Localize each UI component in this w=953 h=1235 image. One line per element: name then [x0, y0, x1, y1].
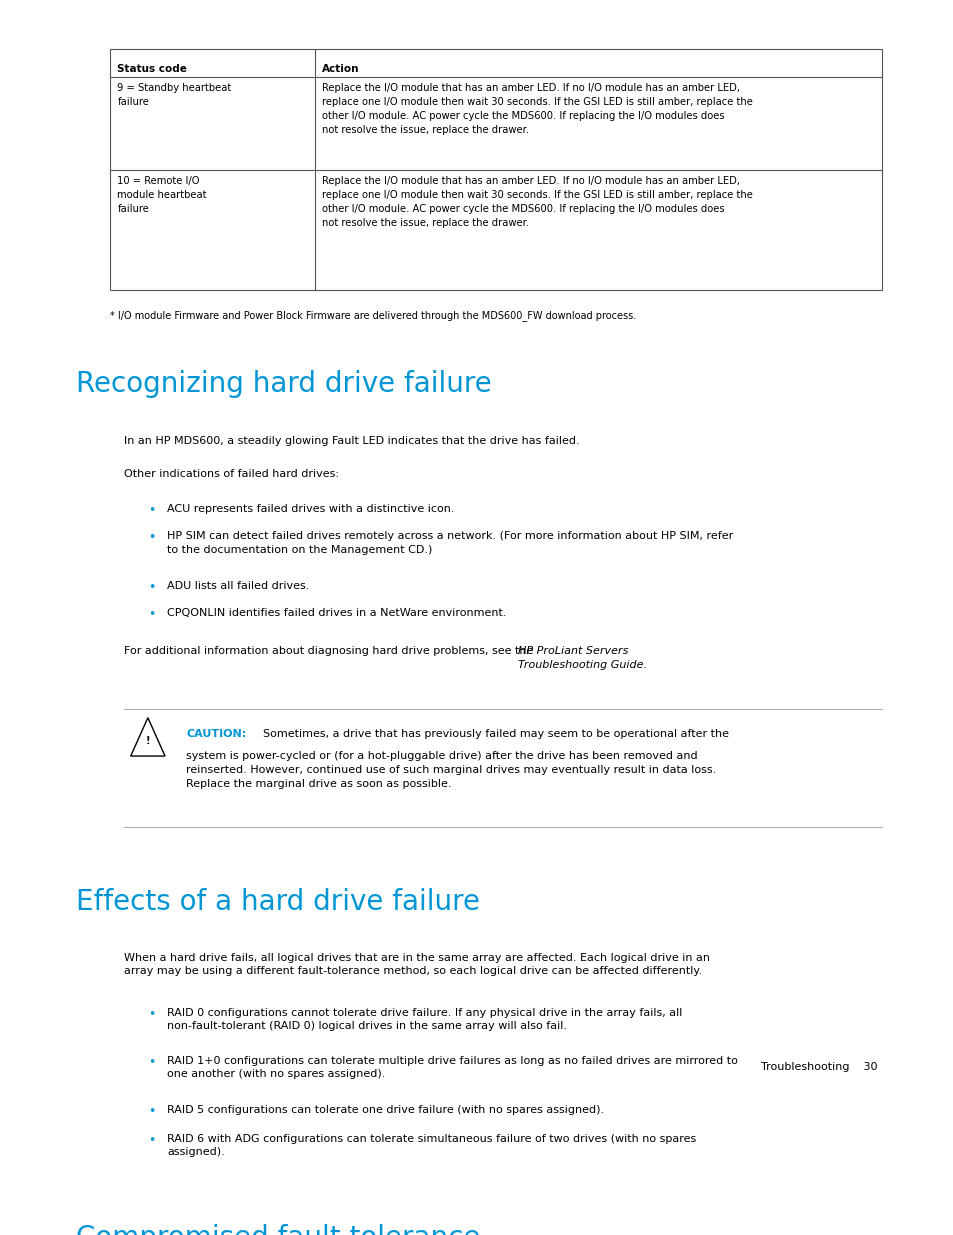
Text: Replace the I/O module that has an amber LED. If no I/O module has an amber LED,: Replace the I/O module that has an amber… [322, 83, 753, 136]
Bar [110, 49, 882, 290]
Text: •: • [148, 1104, 155, 1118]
Text: •: • [148, 1008, 155, 1021]
Text: •: • [148, 1056, 155, 1070]
Text: Compromised fault tolerance: Compromised fault tolerance [76, 1224, 480, 1235]
Text: •: • [148, 580, 155, 594]
Text: 10 = Remote I/O
module heartbeat
failure: 10 = Remote I/O module heartbeat failure [117, 177, 207, 215]
Text: In an HP MDS600, a steadily glowing Fault LED indicates that the drive has faile: In an HP MDS600, a steadily glowing Faul… [124, 436, 579, 446]
Text: HP SIM can detect failed drives remotely across a network. (For more information: HP SIM can detect failed drives remotely… [167, 531, 733, 555]
Text: ADU lists all failed drives.: ADU lists all failed drives. [167, 580, 309, 590]
Text: * I/O module Firmware and Power Block Firmware are delivered through the MDS600_: * I/O module Firmware and Power Block Fi… [110, 310, 636, 321]
Text: 9 = Standby heartbeat
failure: 9 = Standby heartbeat failure [117, 83, 232, 107]
Text: ACU represents failed drives with a distinctive icon.: ACU represents failed drives with a dist… [167, 504, 454, 514]
Text: RAID 6 with ADG configurations can tolerate simultaneous failure of two drives (: RAID 6 with ADG configurations can toler… [167, 1134, 696, 1157]
Text: Effects of a hard drive failure: Effects of a hard drive failure [76, 888, 479, 915]
Text: Other indications of failed hard drives:: Other indications of failed hard drives: [124, 469, 338, 479]
Text: For additional information about diagnosing hard drive problems, see the: For additional information about diagnos… [124, 646, 537, 657]
Text: •: • [148, 504, 155, 517]
Text: CPQONLIN identifies failed drives in a NetWare environment.: CPQONLIN identifies failed drives in a N… [167, 608, 506, 619]
Text: Action: Action [322, 63, 359, 74]
Text: system is power-cycled or (for a hot-pluggable drive) after the drive has been r: system is power-cycled or (for a hot-plu… [186, 751, 716, 789]
Text: RAID 1+0 configurations can tolerate multiple drive failures as long as no faile: RAID 1+0 configurations can tolerate mul… [167, 1056, 737, 1079]
Text: !: ! [146, 736, 150, 746]
Text: •: • [148, 1134, 155, 1147]
Text: HP ProLiant Servers
Troubleshooting Guide.: HP ProLiant Servers Troubleshooting Guid… [517, 646, 646, 669]
Text: Troubleshooting    30: Troubleshooting 30 [760, 1062, 877, 1072]
Text: RAID 0 configurations cannot tolerate drive failure. If any physical drive in th: RAID 0 configurations cannot tolerate dr… [167, 1008, 681, 1031]
Text: When a hard drive fails, all logical drives that are in the same array are affec: When a hard drive fails, all logical dri… [124, 953, 709, 977]
Text: •: • [148, 608, 155, 621]
Text: Recognizing hard drive failure: Recognizing hard drive failure [76, 370, 492, 399]
Text: CAUTION:: CAUTION: [186, 729, 246, 739]
Text: RAID 5 configurations can tolerate one drive failure (with no spares assigned).: RAID 5 configurations can tolerate one d… [167, 1104, 603, 1114]
Text: •: • [148, 531, 155, 545]
Text: Replace the I/O module that has an amber LED. If no I/O module has an amber LED,: Replace the I/O module that has an amber… [322, 177, 753, 228]
Text: Sometimes, a drive that has previously failed may seem to be operational after t: Sometimes, a drive that has previously f… [255, 729, 728, 739]
Text: Status code: Status code [117, 63, 187, 74]
